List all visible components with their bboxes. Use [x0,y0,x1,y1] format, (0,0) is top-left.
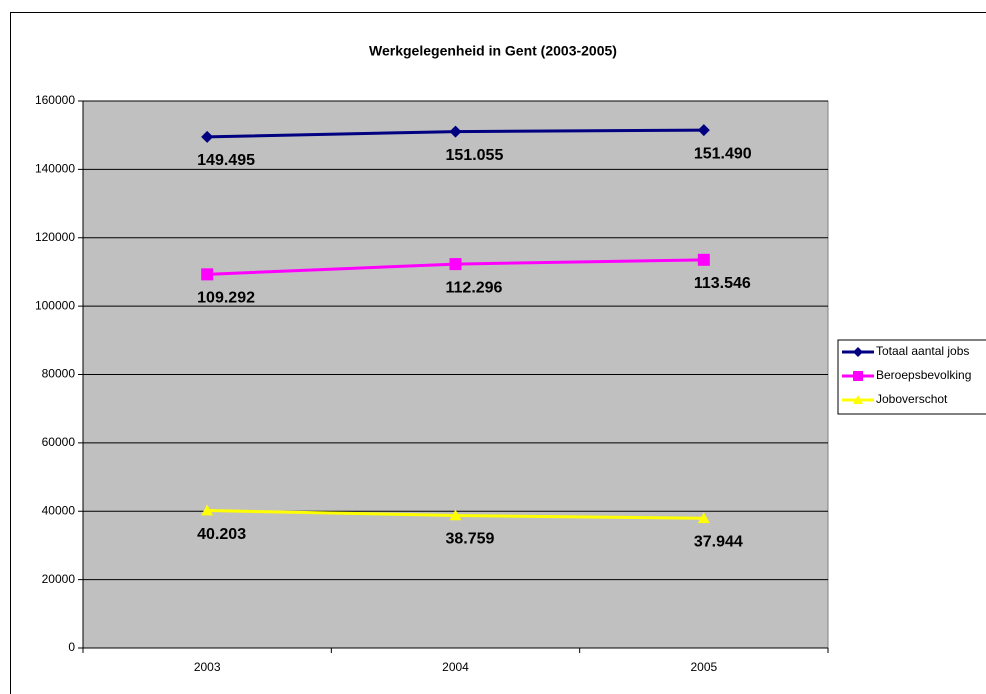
marker [449,125,462,138]
legend-label: Beroepsbevolking [876,368,971,382]
value-label: 149.495 [197,152,255,169]
legend-label: Totaal aantal jobs [876,344,969,358]
y-tick-label: 80000 [42,367,76,381]
marker [201,268,214,281]
value-label: 113.546 [694,275,751,292]
marker [201,504,214,516]
legend-label: Joboverschot [876,392,948,406]
marker [697,253,710,266]
y-tick-label: 40000 [42,503,76,517]
x-tick-label: 2004 [442,660,469,674]
value-label: 151.490 [694,145,752,162]
y-tick-label: 20000 [42,572,76,586]
marker [697,512,710,524]
value-label: 40.203 [197,526,246,543]
x-tick-label: 2003 [194,660,221,674]
value-label: 38.759 [446,531,495,548]
chart-title: Werkgelegenheid in Gent (2003-2005) [369,43,617,59]
x-tick-label: 2005 [690,660,717,674]
y-tick-label: 0 [68,640,75,654]
marker [449,509,462,521]
y-tick-label: 100000 [35,298,75,312]
value-label: 151.055 [446,147,504,164]
legend-marker [853,395,863,404]
marker [697,124,710,137]
value-label: 112.296 [446,279,503,296]
value-label: 109.292 [197,290,255,307]
legend-marker [853,347,863,357]
value-label: 37.944 [694,533,743,550]
marker [449,258,462,271]
y-tick-label: 60000 [42,435,76,449]
y-tick-label: 140000 [35,162,75,176]
legend-marker [853,371,863,381]
y-tick-label: 120000 [35,230,75,244]
y-tick-label: 160000 [35,93,75,107]
marker [201,130,214,143]
